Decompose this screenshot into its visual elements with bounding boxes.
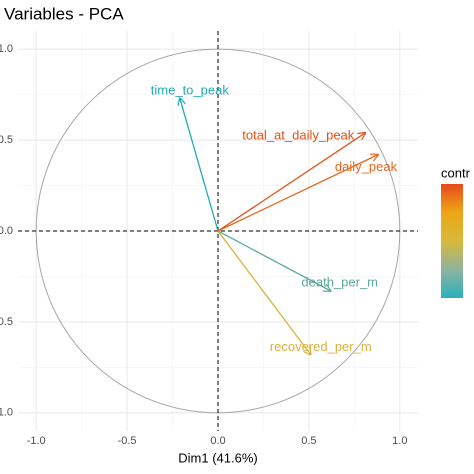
legend-title: contr [441, 165, 471, 180]
y-tick-label: 0.5 [0, 134, 13, 146]
x-tick-label: -1.0 [27, 435, 46, 447]
y-tick-label: 0.0 [0, 225, 13, 237]
y-tick-label: -1.0 [0, 407, 13, 419]
variable-label: daily_peak [335, 159, 398, 174]
x-tick-label: 1.0 [392, 435, 407, 447]
chart-title: Variables - PCA [4, 4, 124, 23]
variable-label: death_per_m [301, 274, 378, 289]
loading-arrow [217, 133, 365, 232]
variable-label: time_to_peak [151, 83, 230, 98]
legend-colorbar [441, 184, 463, 298]
loading-arrow [217, 230, 331, 291]
x-axis-label: Dim1 (41.6%) [178, 450, 257, 465]
loading-arrow [217, 230, 311, 355]
x-tick-label: 0.0 [210, 435, 225, 447]
loading-arrow [180, 98, 219, 232]
variable-label: total_at_daily_peak [242, 127, 355, 142]
x-tick-label: -0.5 [118, 435, 137, 447]
y-tick-label: -0.5 [0, 316, 13, 328]
y-tick-label: 1.0 [0, 43, 13, 55]
variable-label: recovered_per_m [270, 339, 372, 354]
loading-arrow [217, 155, 378, 232]
x-tick-label: 0.5 [301, 435, 316, 447]
